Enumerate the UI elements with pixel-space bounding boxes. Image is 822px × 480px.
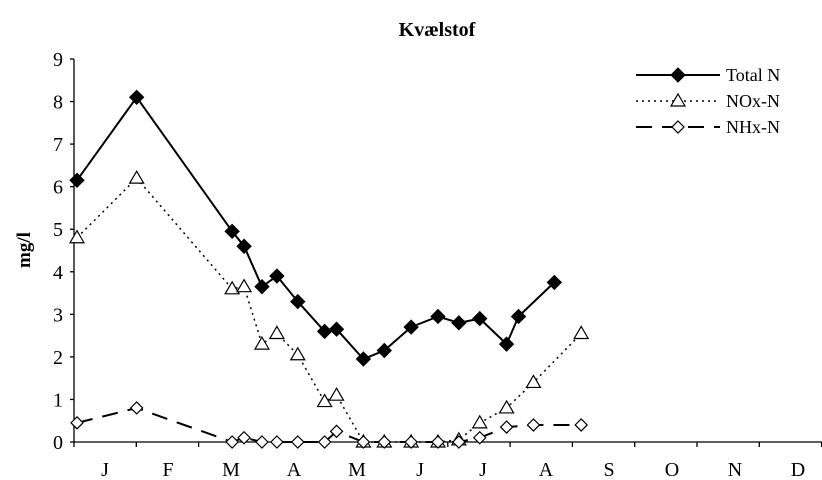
nhx-n-point (404, 435, 418, 449)
nox-n-point (68, 229, 86, 244)
nox-n-point (471, 414, 488, 429)
nhx-n-point (526, 418, 541, 432)
nox-n-point (316, 393, 333, 408)
nhx-n-point (225, 435, 239, 449)
x-tick-label: N (728, 459, 742, 480)
y-axis-label: mg/l (14, 232, 35, 268)
y-tick-label: 1 (53, 389, 63, 411)
y-tick-label: 9 (53, 49, 63, 71)
legend-label: Total N (726, 65, 780, 85)
series-nhx-n (70, 401, 589, 449)
nhx-n-point (452, 435, 466, 449)
total-n-point (472, 310, 488, 327)
nox-n-point (253, 335, 271, 350)
nhx-n-point (431, 435, 445, 449)
nhx-n-point (356, 435, 371, 449)
x-tick-label: F (162, 459, 173, 480)
nhx-n-point (237, 430, 251, 445)
total-n-point (290, 293, 306, 310)
nhx-n-point (472, 430, 487, 445)
nhx-n-point (255, 435, 269, 449)
total-n-point (430, 308, 446, 325)
total-n-point (376, 342, 392, 359)
legend-nox-n-point (669, 92, 687, 107)
y-ticks: 0 1 2 3 4 5 6 7 8 9 (53, 49, 74, 454)
legend-nhx-n-point (671, 120, 685, 134)
y-tick-label: 8 (53, 92, 63, 114)
nox-n-point (224, 280, 241, 295)
total-n-point (254, 278, 270, 295)
nox-n-point (128, 169, 145, 184)
total-n-point (128, 89, 145, 106)
total-n-point (403, 319, 419, 335)
x-tick-label: O (665, 459, 679, 480)
nox-n-point (498, 399, 515, 414)
nox-n-point (525, 374, 542, 389)
nox-n-point (328, 386, 345, 401)
nhx-n-point (70, 416, 84, 430)
y-tick-label: 0 (53, 432, 63, 454)
y-tick-label: 4 (53, 262, 63, 284)
legend: Total N NOx-N NHx-N (636, 65, 780, 137)
total-n-point (451, 315, 467, 331)
legend-total-n-point (670, 67, 686, 83)
total-n-point (510, 308, 527, 325)
series-total-n (69, 89, 563, 367)
nhx-n-point (317, 435, 332, 449)
x-tick-label: M (222, 459, 240, 480)
total-n-point (498, 336, 515, 352)
y-tick-label: 5 (53, 219, 63, 241)
y-tick-label: 6 (53, 177, 63, 199)
legend-label: NHx-N (726, 117, 780, 137)
x-tick-label: A (287, 459, 302, 480)
x-tick-label: J (479, 459, 487, 480)
x-tick-label: S (603, 459, 614, 480)
x-tick-label: D (791, 459, 805, 480)
y-tick-label: 3 (53, 304, 63, 326)
nox-n-point (573, 325, 590, 340)
total-n-point (355, 351, 372, 367)
total-n-point (328, 321, 345, 337)
y-tick-label: 7 (53, 134, 63, 156)
total-n-point (224, 223, 240, 240)
chart-title: Kvælstof (399, 19, 476, 41)
x-tick-label: J (101, 459, 109, 480)
nox-n-point (268, 325, 285, 340)
legend-label: NOx-N (726, 91, 780, 111)
x-tick-label: J (416, 459, 424, 480)
nhx-n-point (499, 420, 514, 434)
nhx-n-point (377, 435, 392, 449)
nox-n-point (236, 278, 253, 293)
series-nox-n (68, 169, 590, 448)
total-n-point (546, 274, 563, 291)
x-tick-label: M (348, 459, 366, 480)
nhx-n-point (270, 435, 284, 449)
nhx-n-point (574, 418, 589, 432)
nhx-n-point (129, 401, 144, 415)
total-n-point (269, 268, 285, 284)
total-n-point (69, 172, 85, 188)
nhx-n-point (329, 424, 344, 439)
total-n-point (236, 238, 252, 254)
nhx-n-point (290, 435, 305, 449)
series-group (68, 89, 590, 449)
x-tick-label: A (539, 459, 554, 480)
y-tick-label: 2 (53, 347, 63, 369)
nox-n-point (289, 346, 306, 361)
